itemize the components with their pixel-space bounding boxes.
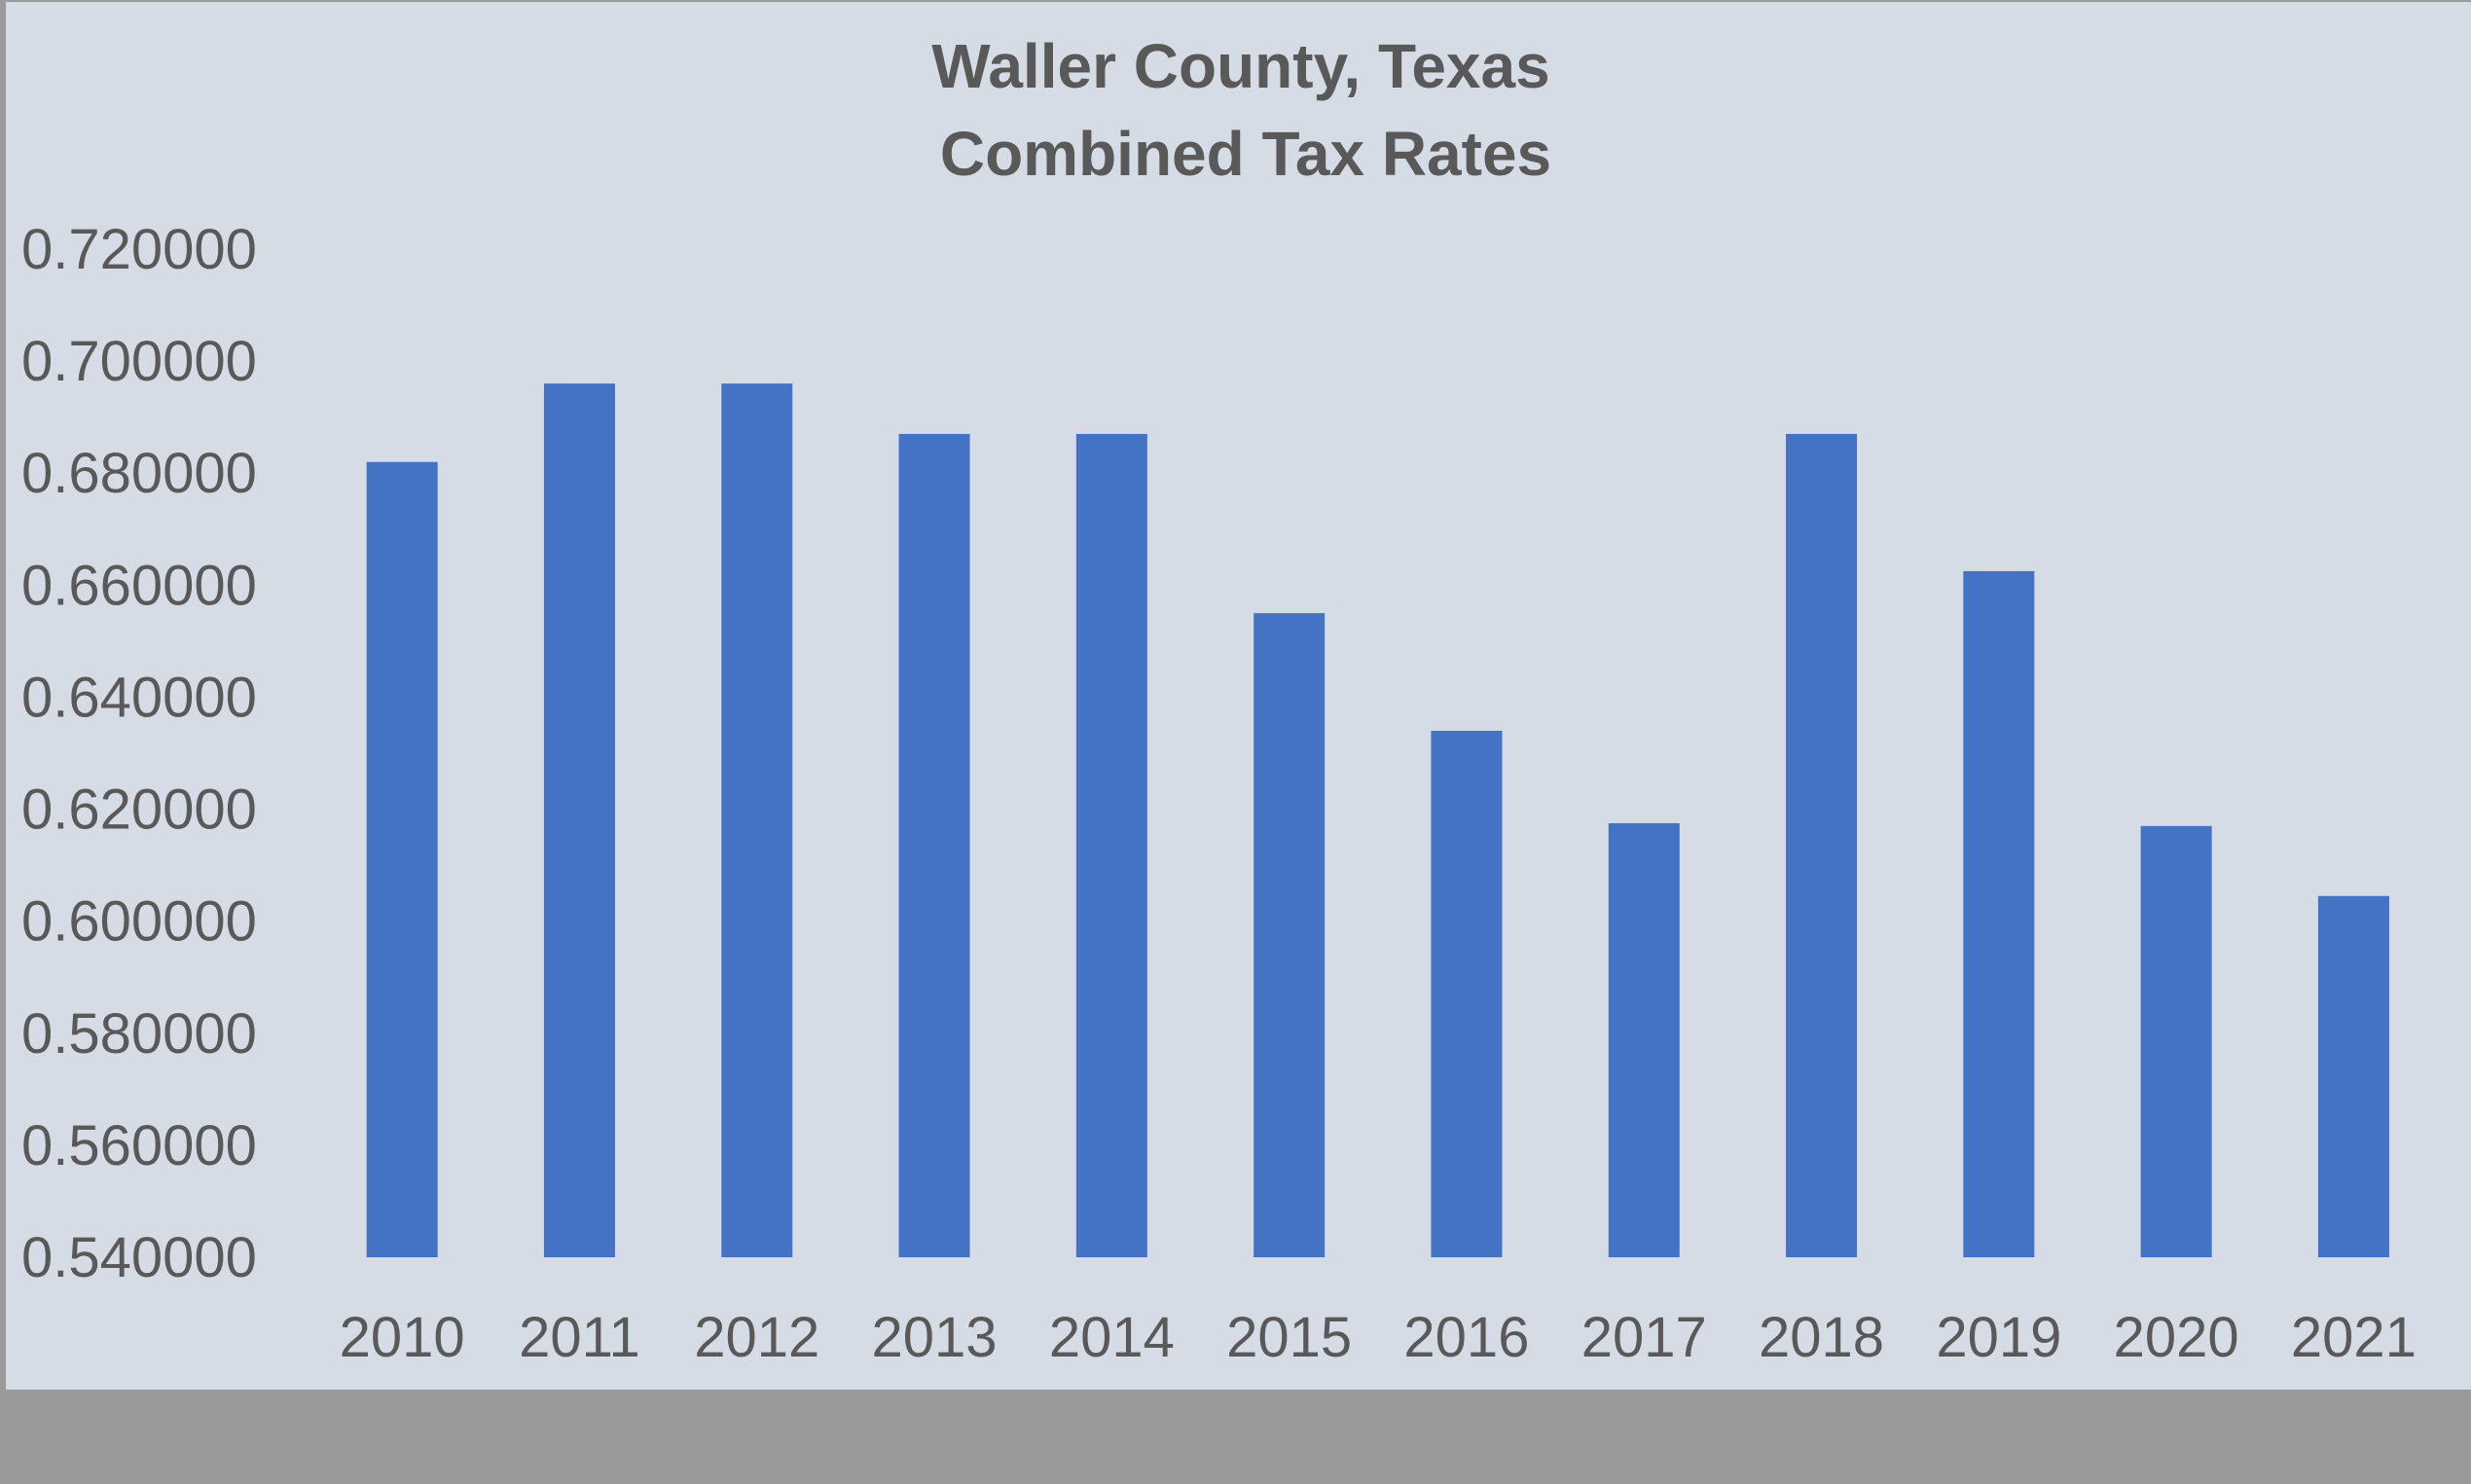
bar xyxy=(1608,822,1680,1257)
x-tick-label: 2017 xyxy=(1581,1306,1707,1369)
x-tick-label: 2014 xyxy=(1049,1306,1175,1369)
y-tick-label: 0.580000 xyxy=(21,1002,257,1066)
x-tick-label: 2010 xyxy=(340,1306,465,1369)
chart-title-line-2: Combined Tax Rates xyxy=(940,119,1551,189)
bar xyxy=(543,383,615,1258)
chart-title-line-1: Waller County, Texas xyxy=(931,31,1549,101)
x-tick-label: 2015 xyxy=(1226,1306,1352,1369)
x-tick-label: 2012 xyxy=(694,1306,819,1369)
x-tick-label: 2016 xyxy=(1403,1306,1529,1369)
bar xyxy=(1963,570,2035,1257)
y-tick-label: 0.560000 xyxy=(21,1114,257,1177)
bar xyxy=(2140,825,2212,1257)
y-tick-label: 0.600000 xyxy=(21,890,257,954)
bar xyxy=(1431,730,1503,1257)
bar xyxy=(1254,613,1326,1257)
bar xyxy=(2317,895,2389,1257)
bottom-band xyxy=(6,1390,2471,1479)
bar xyxy=(366,461,438,1257)
y-tick-label: 0.620000 xyxy=(21,778,257,842)
bar xyxy=(898,433,970,1257)
x-tick-label: 2013 xyxy=(872,1306,998,1369)
x-tick-label: 2019 xyxy=(1936,1306,2061,1369)
y-tick-label: 0.660000 xyxy=(21,554,257,617)
x-tick-label: 2020 xyxy=(2114,1306,2239,1369)
x-tick-label: 2018 xyxy=(1759,1306,1884,1369)
y-tick-label: 0.720000 xyxy=(21,218,257,281)
y-tick-label: 0.680000 xyxy=(21,442,257,505)
y-tick-label: 0.540000 xyxy=(21,1226,257,1289)
x-tick-label: 2021 xyxy=(2291,1306,2416,1369)
bar xyxy=(1075,433,1147,1257)
x-tick-label: 2011 xyxy=(519,1306,640,1369)
y-tick-label: 0.640000 xyxy=(21,666,257,729)
bar xyxy=(721,383,793,1258)
y-tick-label: 0.700000 xyxy=(21,330,257,393)
x-axis: 2010 2011 2012 2013 2014 2015 2016 2017 2018 2019… xyxy=(340,1306,2416,1369)
bar xyxy=(1786,433,1858,1257)
bar-series xyxy=(366,383,2389,1258)
y-axis: 0.720000 0.700000 0.680000 0.660000 0.640000… xyxy=(21,218,257,1289)
